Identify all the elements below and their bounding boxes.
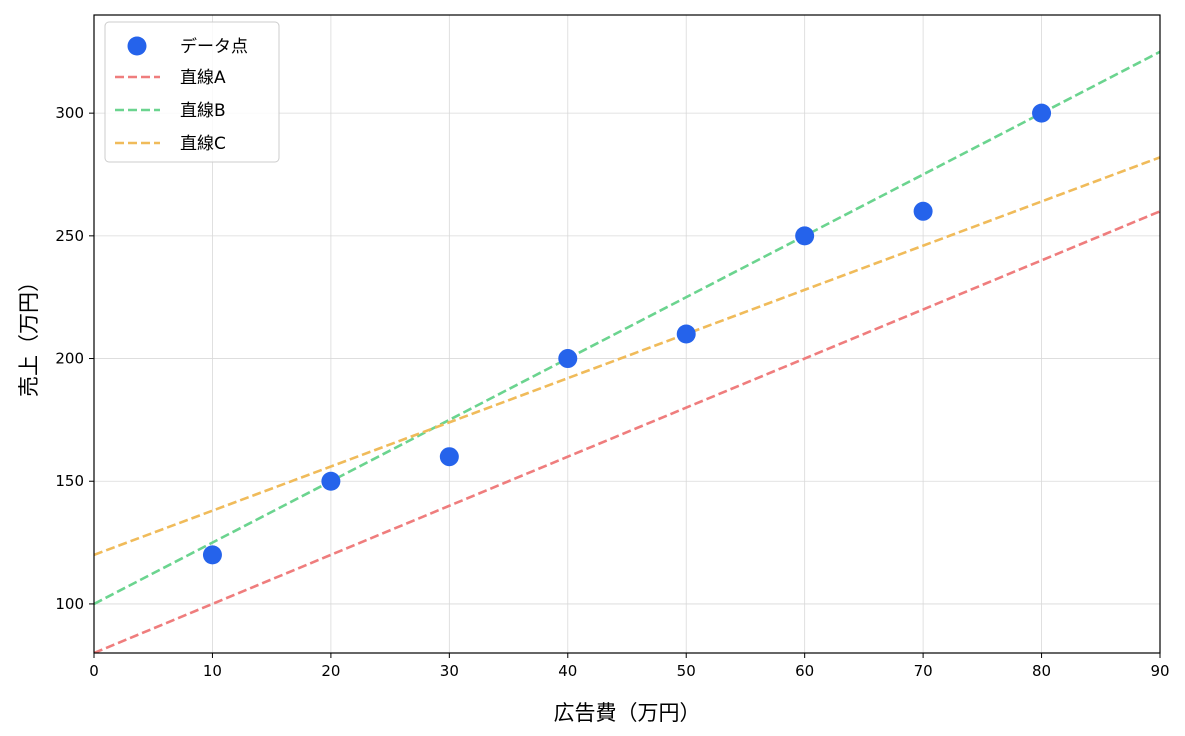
scatter-point	[439, 447, 459, 467]
x-tick-label: 30	[440, 662, 459, 680]
x-tick-label: 10	[203, 662, 222, 680]
plot-frame	[93, 14, 1161, 654]
scatter-point	[676, 324, 696, 344]
fit-lines	[94, 50, 1160, 653]
y-tick-label: 200	[55, 350, 84, 368]
fit-line-1	[94, 50, 1160, 606]
x-tick-label: 20	[321, 662, 340, 680]
x-tick-label: 60	[795, 662, 814, 680]
legend-label-line-0: 直線A	[180, 68, 226, 88]
x-axis-label: 広告費（万円）	[554, 701, 701, 725]
y-tick-label: 250	[55, 227, 84, 245]
y-axis-ticks: 100 150 200 250 300	[55, 104, 94, 613]
x-tick-label: 40	[558, 662, 577, 680]
y-axis-label: 売上（万円）	[17, 271, 41, 397]
scatter-point	[795, 226, 815, 246]
y-tick-label: 300	[55, 104, 84, 122]
legend-label-line-2: 直線C	[180, 134, 226, 154]
x-tick-label: 0	[89, 662, 99, 680]
scatter-point	[202, 545, 222, 565]
x-tick-label: 80	[1032, 662, 1051, 680]
fit-line-0	[94, 210, 1160, 653]
y-tick-label: 100	[55, 595, 84, 613]
x-tick-label: 50	[677, 662, 696, 680]
fit-line-2	[94, 156, 1160, 557]
scatter-point	[558, 349, 578, 369]
scatter-point	[913, 201, 933, 221]
x-tick-label: 90	[1150, 662, 1169, 680]
scatter-points	[202, 103, 1052, 565]
y-tick-label: 150	[55, 472, 84, 490]
x-axis-ticks: 0 10 20 30 40 50 60 70 80 90	[89, 653, 1170, 680]
legend-label-line-1: 直線B	[180, 101, 226, 121]
scatter-point	[1032, 103, 1052, 123]
legend-box	[104, 21, 280, 163]
scatter-point	[321, 471, 341, 491]
x-tick-label: 70	[914, 662, 933, 680]
legend-label-points: データ点	[180, 36, 248, 57]
legend-marker-points	[127, 36, 147, 56]
